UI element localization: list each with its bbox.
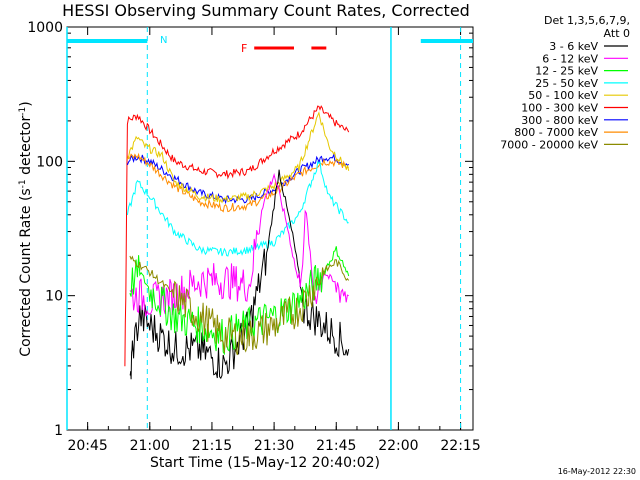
series-line-8	[129, 255, 350, 356]
flare-label: F	[241, 42, 247, 55]
legend-entry-6: 300 - 800 keV	[521, 114, 598, 127]
x-tick-label-4: 21:45	[316, 438, 356, 454]
night-label: N	[160, 35, 167, 46]
series-line-4	[126, 160, 349, 257]
series-line-3	[126, 111, 350, 204]
series-line-2	[126, 152, 349, 213]
series-line-6	[129, 172, 349, 318]
legend-entry-8: 7000 - 20000 keV	[500, 138, 598, 151]
series-line-7	[129, 246, 350, 356]
legend-entry-4: 50 - 100 keV	[528, 89, 598, 102]
y-tick-label-1: 10	[45, 289, 63, 305]
x-tick-label-2: 21:15	[192, 438, 232, 454]
legend-header-1: Det 1,3,5,6,7,9,	[544, 14, 630, 27]
series-layer	[124, 105, 350, 380]
x-tick-label-1: 21:00	[130, 438, 170, 454]
overlays	[66, 27, 473, 430]
series-line-5	[129, 169, 350, 380]
legend-entry-3: 25 - 50 keV	[535, 77, 598, 90]
x-tick-label-6: 22:15	[440, 438, 480, 454]
legend-entry-0: 3 - 6 keV	[549, 40, 598, 53]
legend-entry-1: 6 - 12 keV	[542, 52, 598, 65]
legend-entry-2: 12 - 25 keV	[535, 65, 598, 78]
x-tick-label-5: 22:00	[378, 438, 418, 454]
footer-date: 16-May-2012 22:30	[558, 467, 636, 476]
y-axis-label: Corrected Count Rate (s-1 detector-1)	[18, 101, 34, 356]
y-tick-label-0: 1	[54, 423, 63, 439]
x-tick-label-0: 20:45	[67, 438, 107, 454]
y-axis: 1 10 100 1000	[27, 20, 473, 439]
legend-entry-5: 100 - 300 keV	[521, 102, 598, 115]
series-line-0	[124, 105, 350, 367]
legend-entry-7: 800 - 7000 keV	[514, 126, 598, 139]
chart-title: HESSI Observing Summary Count Rates, Cor…	[62, 1, 470, 20]
y-tick-label-2: 100	[36, 154, 63, 170]
series-line-1	[126, 152, 350, 205]
x-axis-label: Start Time (15-May-12 20:40:02)	[150, 455, 380, 471]
x-axis: 20:45 21:00 21:15 21:30 21:45 22:00 22:15	[67, 27, 481, 454]
y-tick-label-3: 1000	[27, 20, 63, 36]
x-tick-label-3: 21:30	[254, 438, 294, 454]
legend-header-2: Att 0	[604, 27, 630, 40]
